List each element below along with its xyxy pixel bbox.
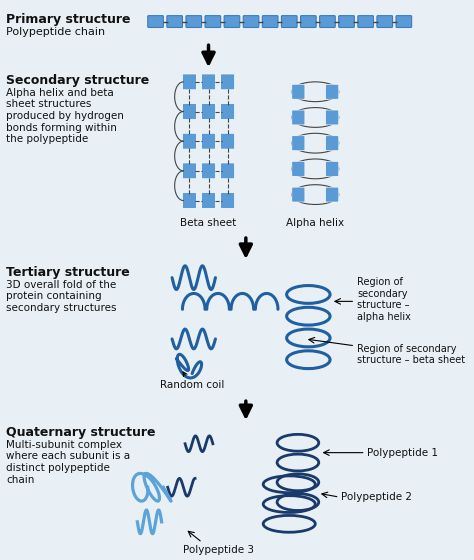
FancyBboxPatch shape — [319, 16, 335, 27]
Text: Tertiary structure: Tertiary structure — [6, 266, 130, 279]
FancyBboxPatch shape — [201, 104, 216, 119]
FancyBboxPatch shape — [201, 74, 216, 90]
FancyBboxPatch shape — [221, 133, 235, 149]
Text: Beta sheet: Beta sheet — [181, 218, 237, 228]
FancyBboxPatch shape — [339, 16, 355, 27]
FancyBboxPatch shape — [243, 16, 259, 27]
FancyBboxPatch shape — [182, 74, 196, 90]
Text: Primary structure: Primary structure — [6, 13, 131, 26]
FancyBboxPatch shape — [292, 161, 305, 176]
FancyBboxPatch shape — [326, 110, 339, 125]
FancyBboxPatch shape — [377, 16, 392, 27]
FancyBboxPatch shape — [282, 16, 297, 27]
Text: Alpha helix and beta
sheet structures
produced by hydrogen
bonds forming within
: Alpha helix and beta sheet structures pr… — [6, 88, 124, 144]
FancyBboxPatch shape — [182, 193, 196, 208]
FancyBboxPatch shape — [301, 16, 316, 27]
FancyBboxPatch shape — [396, 16, 411, 27]
FancyBboxPatch shape — [358, 16, 374, 27]
Text: Polypeptide 2: Polypeptide 2 — [341, 492, 412, 502]
Text: Secondary structure: Secondary structure — [6, 74, 149, 87]
FancyBboxPatch shape — [326, 136, 339, 151]
Text: Region of
secondary
structure –
alpha helix: Region of secondary structure – alpha he… — [357, 277, 411, 322]
FancyBboxPatch shape — [326, 187, 339, 202]
FancyBboxPatch shape — [167, 16, 182, 27]
Text: Random coil: Random coil — [160, 372, 224, 390]
FancyBboxPatch shape — [201, 193, 216, 208]
Text: Alpha helix: Alpha helix — [286, 218, 344, 228]
Text: Quaternary structure: Quaternary structure — [6, 426, 156, 439]
FancyBboxPatch shape — [326, 85, 339, 99]
FancyBboxPatch shape — [201, 163, 216, 179]
FancyBboxPatch shape — [186, 16, 201, 27]
Text: 3D overall fold of the
protein containing
secondary structures: 3D overall fold of the protein containin… — [6, 279, 117, 313]
FancyBboxPatch shape — [221, 163, 235, 179]
FancyBboxPatch shape — [201, 133, 216, 149]
FancyBboxPatch shape — [292, 110, 305, 125]
FancyBboxPatch shape — [182, 163, 196, 179]
Text: Region of secondary
structure – beta sheet: Region of secondary structure – beta she… — [357, 344, 465, 366]
FancyBboxPatch shape — [221, 104, 235, 119]
FancyBboxPatch shape — [224, 16, 240, 27]
FancyBboxPatch shape — [326, 161, 339, 176]
FancyBboxPatch shape — [205, 16, 221, 27]
FancyBboxPatch shape — [221, 193, 235, 208]
Text: Multi-subunit complex
where each subunit is a
distinct polypeptide
chain: Multi-subunit complex where each subunit… — [6, 440, 130, 484]
FancyBboxPatch shape — [262, 16, 278, 27]
FancyBboxPatch shape — [292, 85, 305, 99]
Text: Polypeptide 1: Polypeptide 1 — [367, 447, 438, 458]
FancyBboxPatch shape — [292, 136, 305, 151]
FancyBboxPatch shape — [292, 187, 305, 202]
FancyBboxPatch shape — [148, 16, 164, 27]
FancyBboxPatch shape — [182, 104, 196, 119]
Text: Polypeptide chain: Polypeptide chain — [6, 27, 105, 38]
FancyBboxPatch shape — [221, 74, 235, 90]
Text: Polypeptide 3: Polypeptide 3 — [182, 544, 254, 554]
FancyBboxPatch shape — [182, 133, 196, 149]
